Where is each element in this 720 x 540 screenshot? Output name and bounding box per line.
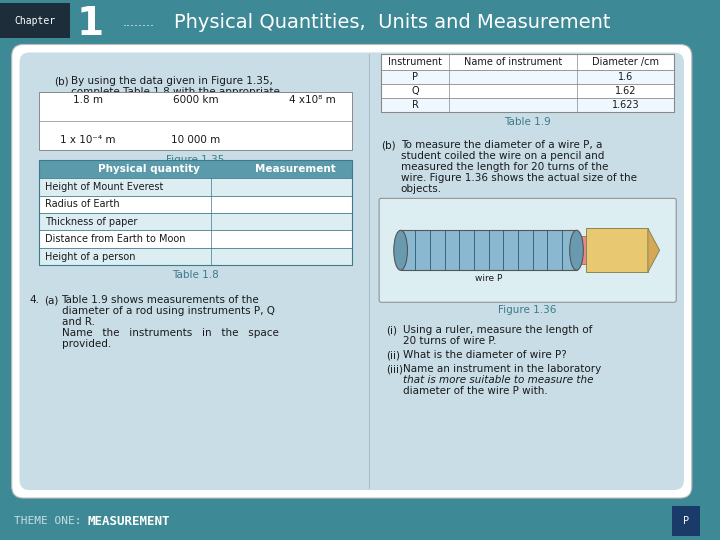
Text: provided.: provided.: [62, 339, 111, 349]
Text: Radius of Earth: Radius of Earth: [45, 199, 120, 210]
Bar: [0, 502, 703, 540]
Text: Figure 1.35: Figure 1.35: [166, 156, 225, 165]
Text: objects.: objects.: [400, 184, 442, 194]
Text: measured the length for 20 turns of the: measured the length for 20 turns of the: [400, 163, 608, 172]
Text: wire. Figure 1.36 shows the actual size of the: wire. Figure 1.36 shows the actual size …: [400, 173, 636, 184]
Text: 1.6: 1.6: [618, 72, 633, 83]
Bar: [381, 55, 674, 112]
FancyBboxPatch shape: [379, 198, 676, 302]
Text: Thickness of paper: Thickness of paper: [45, 217, 138, 227]
Text: diameter of the wire P with.: diameter of the wire P with.: [402, 386, 547, 396]
Text: Figure 1.36: Figure 1.36: [498, 305, 557, 315]
Text: Using a ruler, measure the length of: Using a ruler, measure the length of: [402, 325, 592, 335]
Text: Physical quantity: Physical quantity: [98, 164, 199, 174]
Text: and R.: and R.: [62, 317, 94, 327]
Bar: [0, 3, 71, 38]
Text: P: P: [413, 72, 418, 83]
Bar: [39, 248, 352, 265]
Bar: [381, 55, 674, 70]
Text: Name   the   instruments   in   the   space: Name the instruments in the space: [62, 328, 279, 338]
Bar: [39, 213, 352, 231]
Text: (i): (i): [386, 325, 397, 335]
Text: wire P: wire P: [475, 274, 503, 283]
Bar: [381, 70, 674, 84]
Text: 1 x 10⁻⁴ m: 1 x 10⁻⁴ m: [60, 136, 116, 145]
Bar: [578, 237, 586, 264]
Text: What is the diameter of wire P?: What is the diameter of wire P?: [402, 350, 567, 360]
Text: To measure the diameter of a wire P, a: To measure the diameter of a wire P, a: [400, 140, 602, 150]
Text: Height of Mount Everest: Height of Mount Everest: [45, 182, 163, 192]
Text: (b): (b): [381, 140, 396, 150]
Text: By using the data given in Figure 1.35,: By using the data given in Figure 1.35,: [71, 77, 273, 86]
Text: Q: Q: [411, 86, 419, 97]
Ellipse shape: [570, 230, 583, 270]
Text: Distance from Earth to Moon: Distance from Earth to Moon: [45, 234, 186, 244]
Text: 1: 1: [76, 5, 104, 44]
Text: MEASUREMENT: MEASUREMENT: [88, 515, 171, 528]
Bar: [400, 230, 577, 270]
Text: R: R: [412, 100, 419, 110]
FancyBboxPatch shape: [12, 44, 692, 498]
Text: 1.8 m: 1.8 m: [73, 96, 103, 105]
FancyBboxPatch shape: [0, 1, 703, 40]
Text: ........: ........: [123, 16, 155, 29]
Bar: [381, 98, 674, 112]
Text: Height of a person: Height of a person: [45, 252, 135, 261]
Polygon shape: [648, 228, 660, 272]
Ellipse shape: [394, 230, 408, 270]
Text: (a): (a): [44, 295, 58, 305]
Text: 1.62: 1.62: [615, 86, 636, 97]
Text: Table 1.9 shows measurements of the: Table 1.9 shows measurements of the: [62, 295, 259, 305]
Text: Name of instrument: Name of instrument: [464, 57, 562, 68]
Text: 6000 km: 6000 km: [173, 96, 218, 105]
Text: diameter of a rod using instruments P, Q: diameter of a rod using instruments P, Q: [62, 306, 274, 316]
Text: measurement fo the physical quantities.: measurement fo the physical quantities.: [71, 98, 283, 109]
Text: 4.: 4.: [30, 295, 40, 305]
Text: complete Table 1.8 with the appropriate: complete Table 1.8 with the appropriate: [71, 87, 280, 97]
Bar: [39, 92, 352, 150]
Text: Measurement: Measurement: [255, 164, 336, 174]
Text: Table 1.9: Table 1.9: [504, 117, 551, 127]
Text: Chapter: Chapter: [14, 16, 55, 25]
Text: Instrument: Instrument: [388, 57, 442, 68]
Text: that is more suitable to measure the: that is more suitable to measure the: [402, 375, 593, 385]
Bar: [39, 195, 352, 213]
Text: Diameter /cm: Diameter /cm: [592, 57, 659, 68]
Text: P: P: [683, 516, 689, 526]
Bar: [39, 160, 352, 265]
Text: (iii): (iii): [386, 364, 403, 374]
Text: Table 1.8: Table 1.8: [172, 270, 219, 280]
Bar: [672, 506, 700, 536]
Text: student coiled the wire on a pencil and: student coiled the wire on a pencil and: [400, 151, 604, 161]
Text: Name an instrument in the laboratory: Name an instrument in the laboratory: [402, 364, 600, 374]
Text: THEME ONE:: THEME ONE:: [14, 516, 81, 526]
Text: (ii): (ii): [386, 350, 400, 360]
Text: 4 x10⁸ m: 4 x10⁸ m: [289, 96, 336, 105]
Text: 10 000 m: 10 000 m: [171, 136, 220, 145]
Bar: [381, 84, 674, 98]
Text: 1.623: 1.623: [611, 100, 639, 110]
Text: Physical Quantities,  Units and Measurement: Physical Quantities, Units and Measureme…: [174, 13, 611, 32]
FancyBboxPatch shape: [19, 52, 684, 490]
Text: 20 turns of wire P.: 20 turns of wire P.: [402, 336, 496, 346]
Bar: [39, 178, 352, 195]
Bar: [586, 228, 648, 272]
Bar: [39, 160, 352, 178]
Text: (b): (b): [54, 77, 68, 86]
Bar: [39, 231, 352, 248]
